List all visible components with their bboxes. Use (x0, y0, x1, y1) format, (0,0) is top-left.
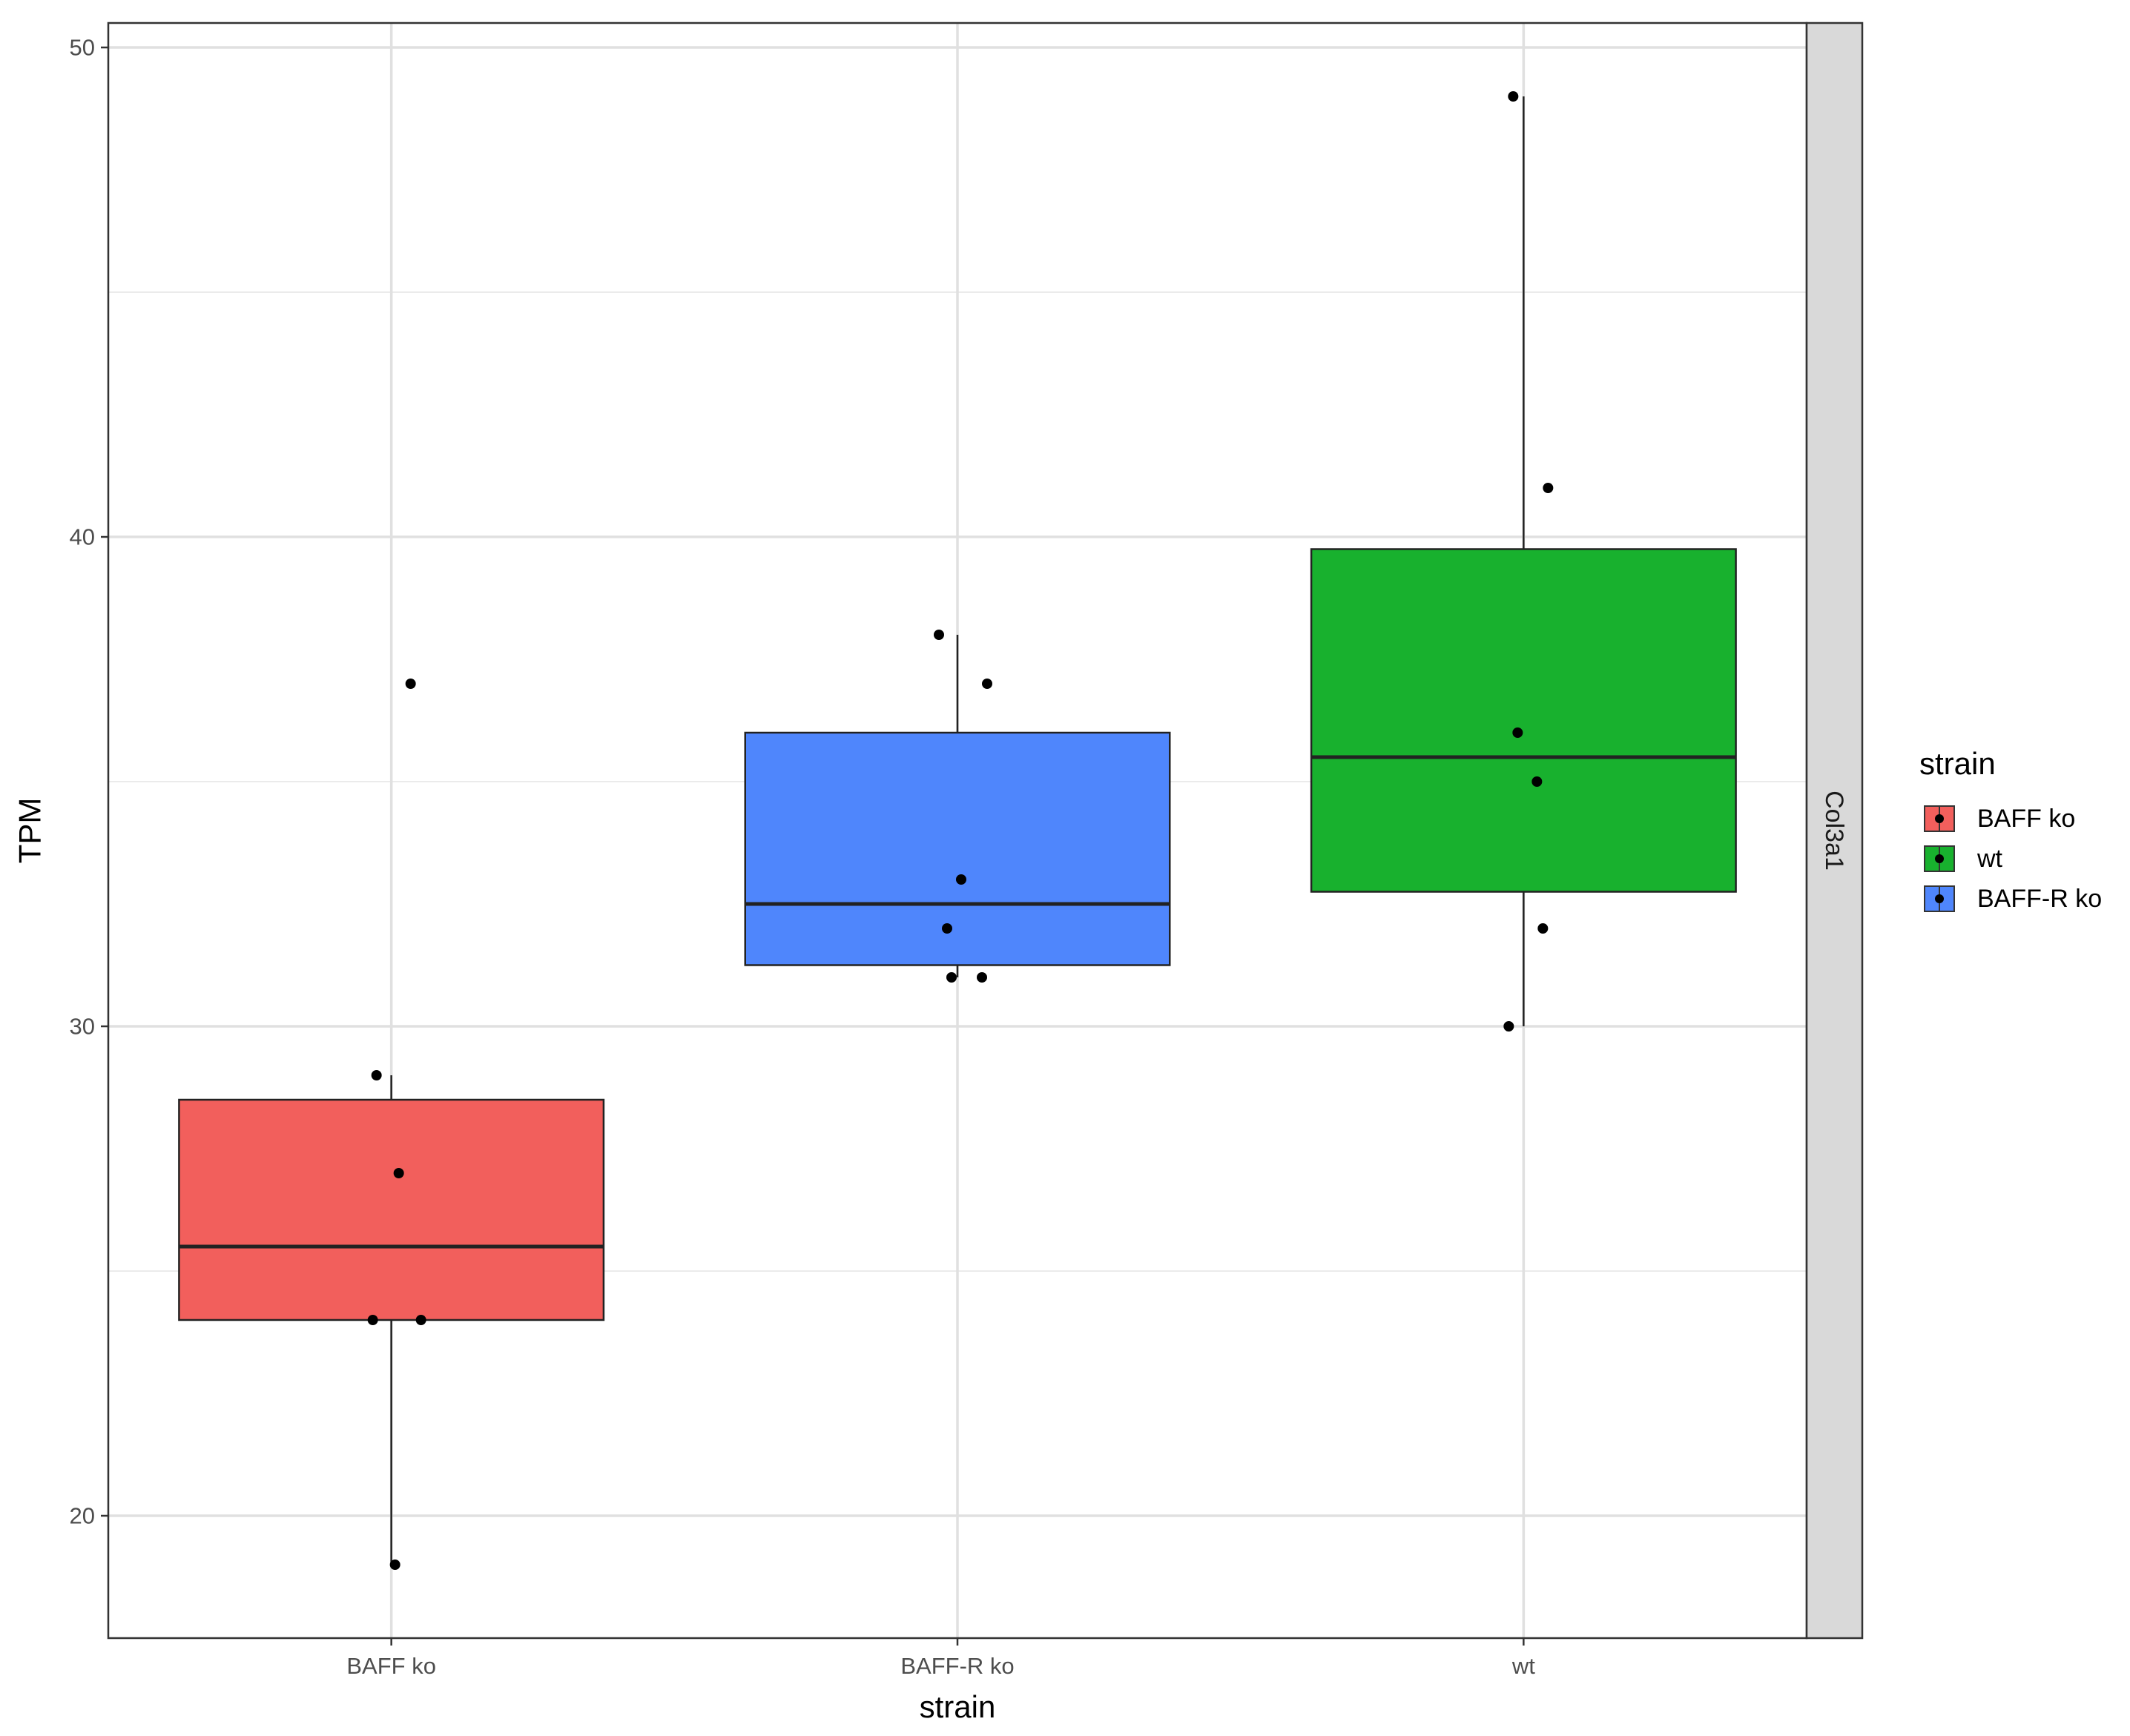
legend-label: wt (1976, 845, 2003, 873)
data-point (389, 1560, 400, 1570)
legend-swatch-point (1935, 894, 1944, 903)
data-point (934, 630, 944, 640)
data-point (1543, 483, 1554, 493)
data-point (371, 1070, 382, 1080)
y-axis-title: TPM (13, 798, 47, 864)
x-axis-ticks: BAFF ko BAFF-R ko wt (346, 1638, 1535, 1679)
data-point (367, 1315, 378, 1325)
data-point (1508, 91, 1519, 102)
legend: strain BAFF ko wt BAFF-R ko (1919, 746, 2102, 913)
legend-label: BAFF ko (1977, 805, 2075, 833)
x-tick-label: BAFF-R ko (900, 1653, 1014, 1679)
point-layer (367, 91, 1554, 1570)
x-tick-label: BAFF ko (346, 1653, 436, 1679)
data-point (956, 874, 966, 885)
y-axis-ticks: 20 30 40 50 (70, 35, 108, 1529)
data-point (942, 923, 952, 934)
y-tick-label: 30 (70, 1014, 95, 1040)
legend-swatch-point (1935, 814, 1944, 823)
facet-strip-label: Col3a1 (1820, 791, 1848, 871)
y-tick-label: 20 (70, 1503, 95, 1529)
box (1310, 548, 1737, 893)
y-tick-label: 50 (70, 35, 95, 61)
data-point (982, 679, 992, 689)
data-point (1537, 923, 1549, 934)
legend-label: BAFF-R ko (1977, 885, 2102, 913)
x-axis-title: strain (920, 1689, 996, 1724)
data-point (1512, 727, 1523, 738)
data-point (1531, 776, 1543, 787)
data-point (977, 972, 987, 983)
legend-items: BAFF ko wt BAFF-R ko (1924, 805, 2102, 913)
legend-title: strain (1919, 746, 1996, 781)
data-point (405, 679, 416, 689)
x-tick-label: wt (1511, 1653, 1535, 1679)
data-point (393, 1168, 404, 1178)
data-point (415, 1315, 426, 1325)
box (744, 731, 1171, 966)
box-layer (178, 96, 1737, 1565)
data-point (1503, 1021, 1514, 1032)
data-point (946, 972, 957, 983)
y-tick-label: 40 (70, 524, 95, 550)
legend-swatch-point (1935, 854, 1944, 863)
box (178, 1098, 605, 1321)
facet-strip (1805, 22, 1864, 1640)
